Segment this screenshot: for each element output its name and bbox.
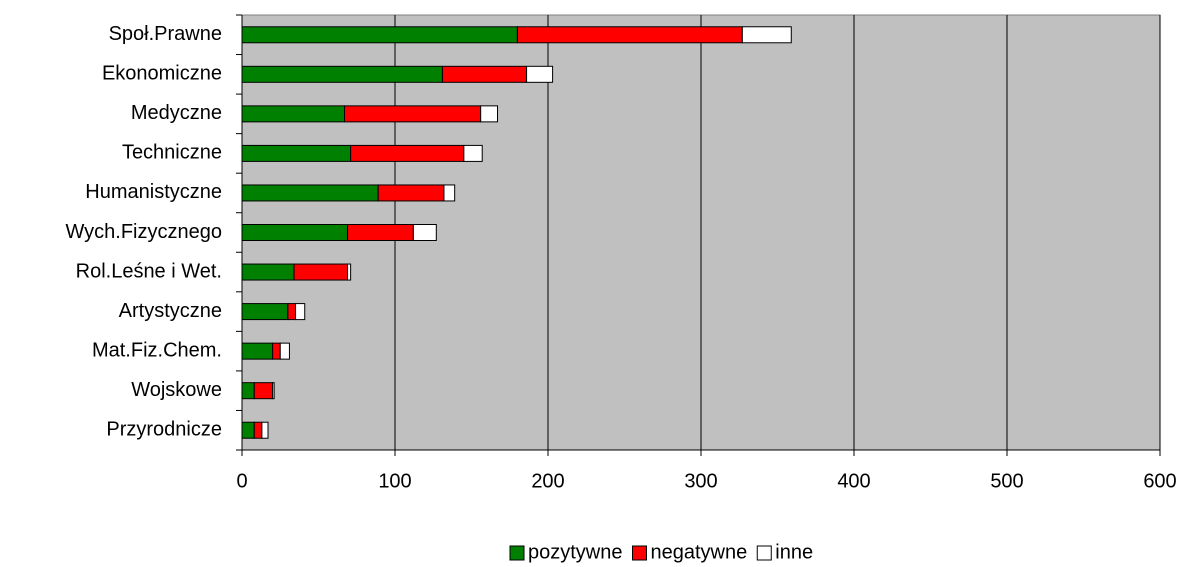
bar-segment [279, 342, 290, 360]
bar-segment [295, 303, 306, 321]
y-tick-label: Medyczne [131, 102, 222, 124]
x-tick-label: 500 [990, 470, 1023, 492]
bar-segment [526, 65, 554, 83]
bar-segment [241, 263, 295, 281]
bar-segment [443, 184, 456, 202]
bar-segment [241, 382, 255, 400]
bar-segment [344, 105, 482, 123]
bar-segment [241, 342, 274, 360]
bar-segment [261, 421, 269, 439]
bar-segment [480, 105, 499, 123]
bar-segment [241, 224, 349, 241]
x-tick-label: 400 [837, 470, 870, 492]
legend-swatch [632, 545, 647, 561]
x-tick-label: 100 [378, 470, 411, 492]
y-tick-label: Rol.Leśne i Wet. [76, 260, 222, 282]
bar-segment [241, 421, 255, 439]
bar-segment [241, 26, 518, 44]
legend-swatch [756, 545, 772, 561]
bar-segment [463, 144, 483, 162]
legend-label: negatywne [651, 541, 748, 563]
legend-swatch [509, 545, 525, 561]
bar-segment [347, 224, 414, 241]
bar-segment [253, 421, 263, 439]
y-tick-label: Wych.Fizycznego [65, 221, 222, 243]
bar-segment [350, 144, 465, 162]
x-tick-label: 600 [1143, 470, 1176, 492]
x-tick-label: 300 [684, 470, 717, 492]
bar-segment [272, 382, 275, 400]
bar-segment [412, 224, 437, 241]
legend-label: pozytywne [528, 541, 623, 563]
bar-segment [516, 26, 743, 44]
y-tick-label: Artystyczne [119, 300, 222, 322]
bar-segment [241, 184, 379, 202]
bar-segment [287, 303, 297, 321]
bar-segment [272, 342, 281, 360]
x-tick-label: 0 [236, 470, 247, 492]
y-tick-label: Wojskowe [131, 379, 222, 401]
legend-label: inne [775, 541, 813, 563]
y-tick-label: Ekonomiczne [102, 63, 222, 85]
bar-segment [241, 105, 346, 123]
bar-segment [347, 263, 352, 281]
bar-segment [377, 184, 445, 202]
y-tick-label: Mat.Fiz.Chem. [92, 339, 222, 361]
bar-segment [241, 303, 289, 321]
y-tick-label: Techniczne [122, 142, 222, 164]
x-tick-label: 200 [531, 470, 564, 492]
bar-segment [293, 263, 349, 281]
bar-segment [241, 144, 352, 162]
bar-segment [741, 26, 792, 44]
bar-segment [441, 65, 528, 83]
y-tick-label: Humanistyczne [85, 181, 222, 203]
y-tick-label: Przyrodnicze [106, 419, 222, 441]
bar-segment [241, 65, 443, 83]
bar-segment [253, 382, 274, 400]
y-tick-label: Społ.Prawne [109, 23, 222, 45]
